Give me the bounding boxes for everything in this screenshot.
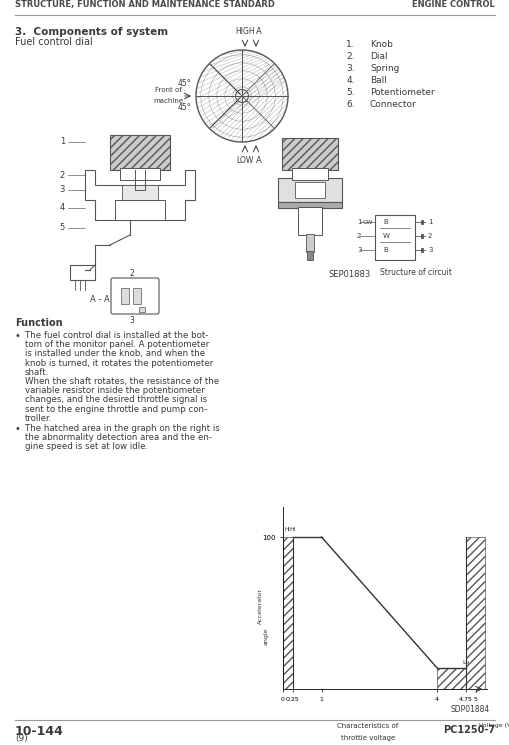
Text: The hatched area in the graph on the right is: The hatched area in the graph on the rig… bbox=[25, 424, 219, 433]
Text: 4: 4 bbox=[60, 203, 65, 212]
Text: 45°: 45° bbox=[177, 104, 191, 112]
Bar bbox=[277, 178, 342, 202]
Text: 3: 3 bbox=[356, 247, 361, 253]
Text: 1: 1 bbox=[427, 219, 432, 225]
Text: 4.: 4. bbox=[346, 76, 354, 85]
Text: machine: machine bbox=[153, 98, 183, 104]
Text: SDP01884: SDP01884 bbox=[449, 705, 489, 714]
Bar bbox=[305, 234, 314, 252]
Text: the abnormality detection area and the en-: the abnormality detection area and the e… bbox=[25, 433, 212, 443]
Text: 45°: 45° bbox=[177, 80, 191, 89]
Text: STRUCTURE, FUNCTION AND MAINTENANCE STANDARD: STRUCTURE, FUNCTION AND MAINTENANCE STAN… bbox=[15, 0, 274, 9]
Bar bbox=[374, 215, 414, 260]
Text: A: A bbox=[256, 156, 261, 165]
Text: Connector: Connector bbox=[369, 100, 416, 109]
Text: Structure of circuit: Structure of circuit bbox=[379, 268, 451, 277]
Text: Voltage (V): Voltage (V) bbox=[478, 723, 509, 728]
Text: A - A: A - A bbox=[90, 295, 109, 304]
Bar bbox=[292, 168, 327, 180]
Text: gine speed is set at low idle.: gine speed is set at low idle. bbox=[25, 443, 148, 451]
Text: (9): (9) bbox=[15, 734, 27, 743]
Text: 2: 2 bbox=[129, 269, 134, 278]
Text: Lo: Lo bbox=[461, 660, 469, 665]
Text: The fuel control dial is installed at the bot-: The fuel control dial is installed at th… bbox=[25, 331, 208, 340]
Bar bbox=[70, 265, 95, 280]
Text: Function: Function bbox=[15, 318, 63, 328]
Bar bbox=[282, 537, 292, 689]
Text: 3: 3 bbox=[60, 186, 65, 194]
Text: 5: 5 bbox=[60, 224, 65, 232]
Bar bbox=[294, 182, 324, 198]
Text: A: A bbox=[256, 27, 261, 36]
Text: troller.: troller. bbox=[25, 413, 52, 423]
Text: 2: 2 bbox=[356, 233, 361, 239]
Text: Potentiometer: Potentiometer bbox=[369, 88, 434, 97]
Text: Front of: Front of bbox=[154, 87, 181, 93]
Bar bbox=[139, 307, 145, 312]
Bar bbox=[121, 288, 129, 304]
Bar bbox=[277, 202, 342, 208]
Text: SEP01883: SEP01883 bbox=[328, 270, 371, 279]
Text: 2.: 2. bbox=[346, 52, 354, 61]
Text: sent to the engine throttle and pump con-: sent to the engine throttle and pump con… bbox=[25, 405, 207, 413]
Text: shaft.: shaft. bbox=[25, 368, 49, 377]
Text: •: • bbox=[15, 424, 21, 434]
Text: 3.  Components of system: 3. Components of system bbox=[15, 27, 168, 37]
Text: 2: 2 bbox=[60, 171, 65, 180]
Bar bbox=[133, 288, 140, 304]
Text: PC1250-7: PC1250-7 bbox=[442, 725, 494, 735]
Bar bbox=[110, 135, 169, 170]
Bar bbox=[281, 138, 337, 170]
Bar bbox=[436, 668, 465, 689]
Text: 3.: 3. bbox=[346, 64, 354, 73]
Text: 2: 2 bbox=[427, 233, 432, 239]
Text: 6.: 6. bbox=[346, 100, 354, 109]
Text: CW: CW bbox=[362, 220, 373, 224]
Text: When the shaft rotates, the resistance of the: When the shaft rotates, the resistance o… bbox=[25, 377, 219, 386]
Text: 1: 1 bbox=[60, 138, 65, 147]
Text: throttle voltage: throttle voltage bbox=[340, 735, 394, 741]
Bar bbox=[297, 207, 321, 235]
Text: 10-144: 10-144 bbox=[15, 725, 64, 738]
Text: angle: angle bbox=[263, 627, 268, 644]
Text: Dial: Dial bbox=[369, 52, 387, 61]
Text: tom of the monitor panel. A potentiometer: tom of the monitor panel. A potentiomete… bbox=[25, 340, 209, 349]
Text: ENGINE CONTROL: ENGINE CONTROL bbox=[411, 0, 494, 9]
Text: B: B bbox=[382, 247, 387, 253]
Text: 1: 1 bbox=[356, 219, 361, 225]
Text: 3: 3 bbox=[129, 316, 134, 325]
Bar bbox=[115, 200, 165, 220]
Text: Hi: Hi bbox=[285, 527, 290, 533]
Bar bbox=[120, 168, 160, 180]
Text: is installed under the knob, and when the: is installed under the knob, and when th… bbox=[25, 349, 205, 358]
Text: LOW: LOW bbox=[236, 156, 253, 165]
Text: Hi: Hi bbox=[289, 527, 295, 533]
Text: HIGH: HIGH bbox=[235, 27, 254, 36]
Text: Characteristics of: Characteristics of bbox=[336, 723, 398, 729]
Bar bbox=[465, 537, 484, 689]
Text: 1.: 1. bbox=[346, 40, 354, 49]
Text: Spring: Spring bbox=[369, 64, 399, 73]
Text: B: B bbox=[382, 219, 387, 225]
Text: 5.: 5. bbox=[346, 88, 354, 97]
Text: •: • bbox=[15, 331, 21, 341]
Text: variable resistor inside the potentiometer: variable resistor inside the potentiomet… bbox=[25, 386, 204, 395]
Text: 3: 3 bbox=[427, 247, 432, 253]
FancyBboxPatch shape bbox=[111, 278, 159, 314]
Text: Knob: Knob bbox=[369, 40, 392, 49]
Bar bbox=[306, 251, 313, 260]
Text: changes, and the desired throttle signal is: changes, and the desired throttle signal… bbox=[25, 396, 207, 405]
Text: W: W bbox=[382, 233, 389, 239]
Text: Ball: Ball bbox=[369, 76, 386, 85]
Text: Fuel control dial: Fuel control dial bbox=[15, 37, 93, 47]
Text: Accelerator: Accelerator bbox=[257, 587, 262, 624]
Bar bbox=[122, 185, 158, 200]
Text: knob is turned, it rotates the potentiometer: knob is turned, it rotates the potentiom… bbox=[25, 358, 213, 367]
